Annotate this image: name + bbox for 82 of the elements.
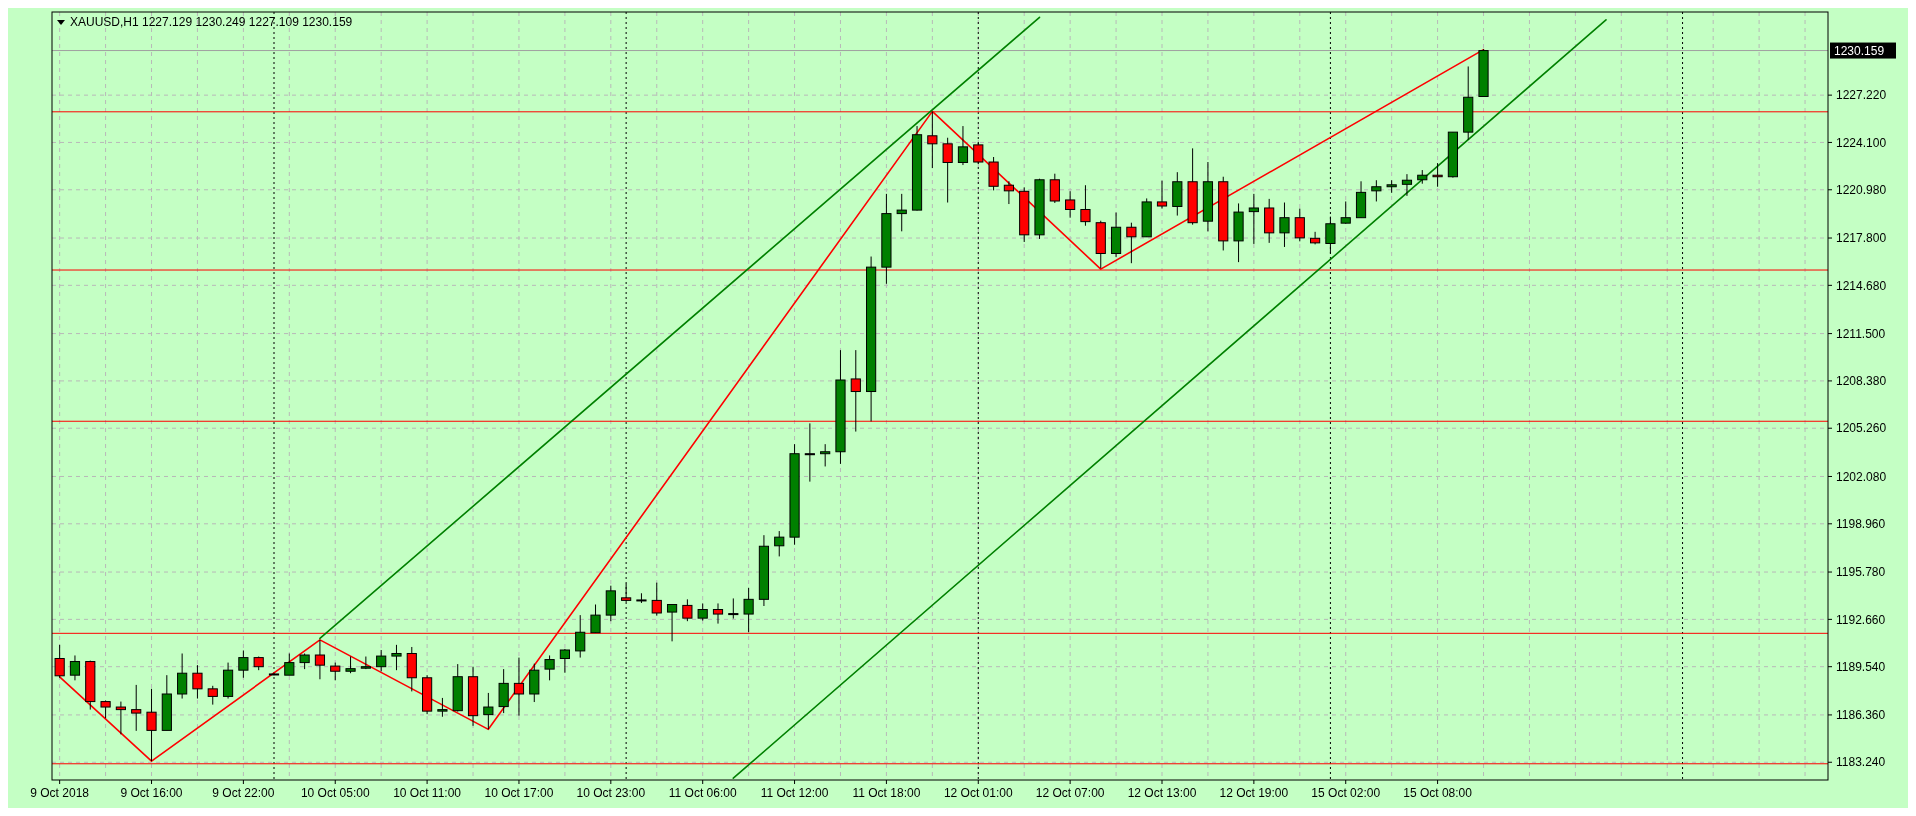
x-tick-label: 12 Oct 01:00	[943, 786, 1013, 800]
candlestick	[1294, 208, 1305, 242]
candlestick	[360, 656, 371, 670]
candlestick	[1279, 202, 1290, 248]
x-tick-label: 11 Oct 18:00	[852, 786, 921, 800]
chart-title: XAUUSD,H1 1227.129 1230.249 1227.109 1230.159	[70, 15, 353, 29]
x-tick-label: 11 Oct 06:00	[668, 786, 737, 800]
x-tick-label: 12 Oct 07:00	[1035, 786, 1105, 800]
candlestick	[238, 649, 249, 679]
y-tick-label: 1198.960	[1836, 517, 1886, 531]
x-tick-label: 15 Oct 08:00	[1403, 786, 1473, 800]
y-tick-label: 1227.220	[1836, 88, 1887, 103]
candlestick	[942, 137, 953, 204]
y-tick-label: 1217.800	[1836, 231, 1887, 246]
candlestick	[1126, 222, 1137, 264]
candlestick	[896, 193, 907, 232]
y-tick-label: 1208.380	[1836, 374, 1887, 389]
x-tick-label: 9 Oct 2018	[30, 786, 90, 800]
y-tick-label: 1211.500	[1836, 326, 1886, 341]
candlestick	[437, 697, 448, 718]
candlestick	[1080, 184, 1091, 227]
candlestick	[1340, 200, 1351, 225]
candlestick	[376, 649, 387, 672]
candlestick	[1065, 190, 1076, 219]
candlestick	[192, 664, 203, 700]
candlestick	[804, 422, 815, 483]
candlestick	[544, 654, 555, 681]
candlestick	[973, 142, 984, 165]
candlestick	[498, 668, 509, 714]
x-tick-label: 9 Oct 16:00	[120, 786, 183, 800]
candlestick	[529, 663, 540, 703]
candlestick	[483, 692, 494, 730]
y-tick-label: 1183.240	[1836, 755, 1886, 770]
x-tick-label: 11 Oct 12:00	[760, 786, 829, 800]
candlestick	[1371, 179, 1382, 202]
y-tick-label: 1224.100	[1836, 135, 1887, 150]
candlestick	[177, 652, 188, 700]
candlestick	[69, 654, 81, 681]
candlestick	[743, 587, 754, 633]
y-tick-label: 1202.080	[1836, 469, 1887, 484]
candlestick	[1325, 216, 1336, 254]
candlestick	[1310, 231, 1321, 245]
x-tick-label: 10 Oct 17:00	[484, 786, 554, 800]
candlestick	[314, 639, 326, 680]
candlestick	[712, 602, 724, 625]
candlestick	[1049, 173, 1060, 204]
candlestick	[666, 604, 678, 642]
candlestick	[575, 614, 586, 659]
candlestick	[513, 657, 525, 717]
candlestick	[1401, 173, 1413, 197]
x-tick-label: 9 Oct 22:00	[212, 786, 275, 800]
x-tick-label: 12 Oct 19:00	[1219, 786, 1289, 800]
candlestick	[131, 684, 142, 732]
y-tick-label: 1220.980	[1836, 182, 1887, 197]
candlestick	[1248, 193, 1259, 245]
candlestick	[774, 530, 785, 557]
x-tick-label: 15 Oct 02:00	[1311, 786, 1381, 800]
candlestick	[820, 443, 831, 467]
x-tick-label: 10 Oct 05:00	[300, 786, 370, 800]
x-tick-label: 12 Oct 13:00	[1127, 786, 1197, 800]
candlestick	[1156, 180, 1168, 210]
candlestick	[682, 598, 693, 622]
candlestick	[728, 597, 739, 620]
x-tick-label: 10 Oct 23:00	[576, 786, 646, 800]
candlestick	[927, 111, 938, 169]
candlestick	[1003, 180, 1014, 205]
candlestick	[957, 125, 969, 166]
candlestick	[391, 644, 402, 671]
candlestick	[207, 685, 218, 706]
y-tick-label: 1205.260	[1836, 421, 1887, 436]
y-tick-label: 1186.360	[1836, 708, 1886, 723]
candlestick	[651, 582, 662, 617]
y-tick-label: 1192.660	[1836, 612, 1886, 627]
x-tick-label: 10 Oct 11:00	[393, 786, 462, 800]
ref-line-label: 1230.159	[1834, 43, 1885, 58]
y-tick-label: 1214.680	[1836, 278, 1887, 293]
y-tick-label: 1189.540	[1836, 659, 1886, 674]
y-tick-label: 1195.780	[1836, 565, 1886, 580]
candlestick	[621, 583, 632, 603]
candlestick	[590, 604, 601, 634]
candlestick	[115, 701, 126, 735]
candlestick	[284, 652, 295, 676]
